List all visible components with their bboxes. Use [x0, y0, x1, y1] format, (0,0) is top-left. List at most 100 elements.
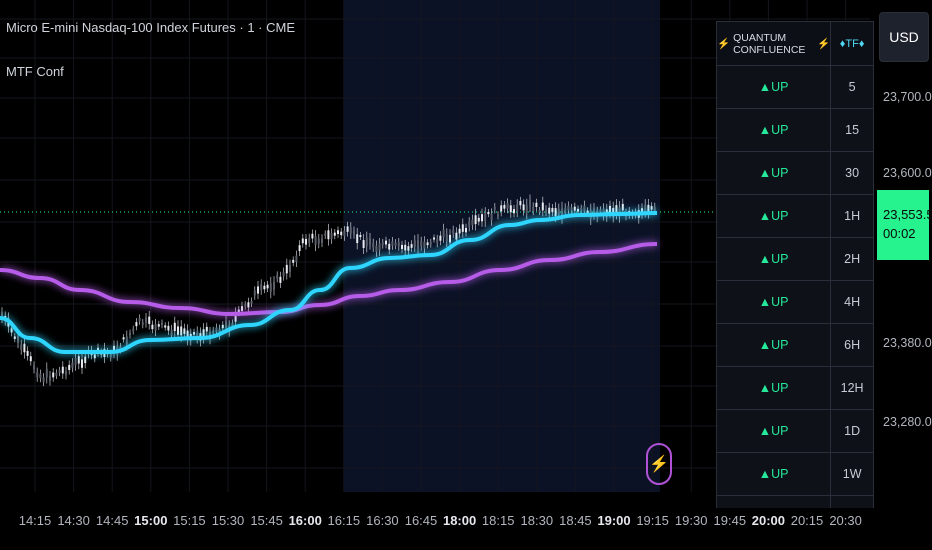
candle-body [413, 240, 416, 247]
candle-body [71, 362, 74, 368]
candle-body [500, 205, 503, 212]
candle-body [468, 221, 471, 227]
confluence-table: ⚡ QUANTUM CONFLUENCE ⚡ ♦ TF ♦ ▲UP 5 ▲UP 15… [716, 21, 874, 508]
signal-cell: ▲UP [716, 453, 832, 495]
currency-button[interactable]: USD [879, 12, 929, 62]
signal-cell: ▲UP [716, 152, 832, 194]
indicator-name[interactable]: MTF Conf [6, 64, 64, 79]
candle-body [49, 375, 51, 381]
fast-ma-line [0, 211, 658, 354]
candle-body [452, 229, 455, 234]
time-label: 15:45 [250, 513, 283, 528]
candle-body [212, 330, 215, 334]
candle-body [285, 264, 288, 274]
candle-body [20, 344, 23, 350]
candle-body [545, 208, 547, 213]
candle-body [170, 329, 173, 336]
candle-body [39, 373, 42, 379]
candle-body [503, 204, 506, 209]
candle-body [477, 217, 480, 222]
candle-body [561, 208, 563, 218]
candle-body [580, 207, 583, 211]
candle-body [311, 233, 314, 239]
candle-body [74, 357, 77, 366]
candle-body [202, 329, 205, 338]
candle-body [237, 309, 240, 313]
candle-body [471, 219, 474, 226]
signal-cell: ▲UP [716, 281, 832, 323]
candle-body [442, 229, 445, 238]
tf-cell: 5 [831, 66, 874, 108]
symbol-title[interactable]: Micro E-mini Nasdaq-100 Index Futures · … [6, 20, 295, 35]
candle-body [125, 336, 128, 345]
time-label: 18:00 [442, 513, 477, 528]
candle-body [183, 328, 186, 334]
candle-body [327, 230, 330, 240]
candle-body [61, 366, 64, 374]
candle-body [333, 232, 336, 236]
candle-body [433, 237, 435, 240]
candle-body [221, 324, 224, 329]
signal-cell: ▲UP [716, 367, 832, 409]
signal-cell: ▲UP [716, 195, 832, 237]
lightning-icon: ⚡ [717, 38, 731, 50]
candle-body [497, 214, 499, 217]
candle-body [410, 244, 413, 248]
candle-body [308, 237, 311, 243]
tf-cell: 15 [831, 109, 874, 151]
candle-body [481, 214, 483, 222]
candle-body [465, 227, 467, 233]
time-label: 19:00 [597, 513, 631, 528]
candle-body [599, 209, 602, 213]
candle-body [129, 332, 131, 336]
time-label: 18:45 [559, 513, 592, 528]
bar-countdown: 00:02 [883, 226, 916, 241]
candle-body [423, 241, 426, 249]
candles [1, 194, 656, 387]
candle-body [113, 345, 115, 353]
candle-body [52, 372, 55, 378]
time-label: 19:30 [674, 513, 708, 528]
candle-body [522, 204, 525, 211]
diamond-icon: ♦ [858, 37, 865, 50]
tf-cell: 12H [831, 367, 874, 409]
candle-body [196, 331, 199, 339]
time-label: 16:15 [327, 513, 361, 528]
candle-body [388, 243, 391, 250]
candle-body [36, 372, 39, 378]
time-label: 14:15 [18, 513, 52, 528]
empty-cell [716, 496, 832, 508]
candle-body [445, 233, 448, 242]
candle-body [353, 230, 355, 235]
time-label: 16:45 [404, 513, 438, 528]
signal-cell: ▲UP [716, 410, 832, 452]
candle-body [359, 235, 362, 238]
time-label: 18:15 [481, 513, 515, 528]
alert-lightning-icon[interactable]: ⚡ [646, 443, 672, 485]
time-label: 15:15 [173, 513, 206, 528]
candle-body [372, 242, 375, 248]
candle-body [532, 206, 535, 211]
candle-body [346, 226, 349, 232]
candle-body [458, 228, 461, 234]
candle-body [298, 245, 301, 252]
candle-body [314, 236, 317, 245]
time-label: 16:00 [288, 513, 322, 528]
candle-body [535, 202, 538, 207]
signal-cell: ▲UP [716, 66, 832, 108]
candle-body [394, 242, 397, 246]
candle-body [260, 284, 263, 290]
price-label: 23,600.00 [883, 166, 932, 180]
candle-body [289, 265, 291, 273]
candle-body [641, 208, 643, 214]
candle-body [148, 316, 151, 324]
candle-body [551, 208, 554, 213]
candle-body [541, 202, 544, 211]
signal-cell: ▲UP [716, 238, 832, 280]
candle-body [257, 286, 259, 294]
candle-body [356, 234, 359, 244]
candle-body [529, 199, 531, 207]
tf-cell: 30 [831, 152, 874, 194]
time-label: 18:30 [520, 513, 554, 528]
candle-body [205, 326, 208, 332]
